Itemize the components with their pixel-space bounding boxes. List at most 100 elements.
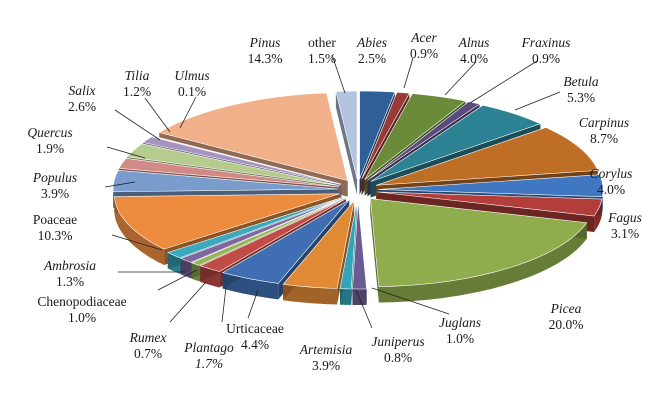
- slice-pinus: [158, 92, 349, 182]
- leader-line-juglans: [371, 287, 450, 315]
- slice-side-artemisia: [283, 284, 338, 305]
- leader-line-ulmus: [179, 96, 197, 129]
- label-value-rumex: 0.7%: [134, 346, 162, 361]
- leader-line-rumex: [169, 281, 207, 323]
- data-label-pinus: Pinus 14.3%: [248, 35, 283, 66]
- slice-quercus: [118, 157, 339, 188]
- label-name-rumex: Rumex: [129, 330, 167, 345]
- slice-urticaceae: [221, 199, 350, 284]
- leader-line-poaceae: [111, 234, 163, 251]
- label-value-poaceae: 10.3%: [38, 228, 73, 243]
- slice-acer: [361, 91, 410, 180]
- data-label-alnus: Alnus 4.0%: [458, 35, 490, 66]
- slice-ambrosia: [166, 196, 344, 259]
- label-name-juniperus: Juniperus: [371, 334, 424, 349]
- leader-line-other: [331, 54, 346, 94]
- slice-side-picea: [378, 222, 587, 303]
- label-name-betula: Betula: [563, 74, 598, 89]
- data-label-quercus: Quercus 1.9%: [27, 125, 72, 156]
- label-name-juglans: Juglans: [439, 315, 481, 330]
- data-label-chenopodiaceae: Chenopodiaceae 1.0%: [37, 294, 126, 325]
- slice-juniperus: [339, 200, 358, 290]
- label-value-populus: 3.9%: [41, 186, 69, 201]
- slice-wall-artemisia-0: [337, 200, 355, 305]
- leader-line-salix: [114, 109, 161, 141]
- label-name-picea: Picea: [550, 301, 582, 316]
- slice-side-juglans: [352, 288, 367, 305]
- leader-line-urticaceae: [247, 289, 259, 319]
- label-name-ulmus: Ulmus: [174, 68, 209, 83]
- leader-line-acer: [403, 57, 414, 89]
- label-value-chenopodiaceae: 1.0%: [68, 310, 96, 325]
- slice-labels: Abies 2.5%Acer 0.9%Alnus 4.0%Fraxinus 0.9%Be…: [27, 30, 642, 373]
- label-name-artemisia: Artemisia: [299, 342, 353, 357]
- data-label-tilia: Tilia 1.2%: [123, 68, 151, 99]
- label-value-tilia: 1.2%: [123, 84, 151, 99]
- label-value-acer: 0.9%: [410, 46, 438, 61]
- slice-salix: [126, 143, 340, 186]
- data-label-picea: Picea 20.0%: [549, 301, 584, 332]
- label-name-abies: Abies: [356, 35, 387, 50]
- slice-betula: [370, 104, 542, 182]
- label-name-alnus: Alnus: [458, 35, 490, 50]
- leader-line-alnus: [444, 61, 477, 96]
- label-name-acer: Acer: [410, 30, 437, 45]
- slice-abies: [359, 90, 396, 180]
- label-value-juglans: 1.0%: [446, 331, 474, 346]
- label-value-picea: 20.0%: [549, 317, 584, 332]
- label-value-other: 1.5%: [308, 51, 336, 66]
- data-label-artemisia: Artemisia 3.9%: [299, 342, 353, 373]
- label-value-fagus: 3.1%: [611, 226, 639, 241]
- leader-line-plantago: [221, 286, 227, 323]
- label-name-fraxinus: Fraxinus: [521, 35, 571, 50]
- slice-side-poaceae: [114, 196, 165, 266]
- leader-line-quercus: [106, 146, 146, 159]
- leader-line-betula: [514, 91, 561, 111]
- slice-carpinus: [376, 127, 599, 186]
- label-value-juniperus: 0.8%: [384, 350, 412, 365]
- label-value-pinus: 14.3%: [248, 51, 283, 66]
- leader-lines: [104, 54, 561, 329]
- label-name-fagus: Fagus: [607, 210, 642, 225]
- slice-tilia: [142, 136, 341, 185]
- leader-line-chenopodiaceae: [157, 269, 198, 291]
- data-label-juniperus: Juniperus 0.8%: [371, 334, 424, 365]
- label-value-salix: 2.6%: [68, 99, 96, 114]
- slice-alnus: [364, 93, 467, 180]
- label-name-plantago: Plantago: [183, 340, 234, 355]
- label-name-tilia: Tilia: [125, 68, 150, 83]
- label-value-ambrosia: 1.3%: [56, 274, 84, 289]
- label-name-chenopodiaceae: Chenopodiaceae: [37, 294, 126, 309]
- slice-juglans: [352, 200, 367, 290]
- data-label-corylus: Corylus 4.0%: [590, 166, 633, 197]
- slice-plantago: [199, 198, 347, 272]
- label-name-populus: Populus: [32, 170, 77, 185]
- data-label-betula: Betula 5.3%: [563, 74, 598, 105]
- data-label-juglans: Juglans 1.0%: [439, 315, 481, 346]
- data-label-salix: Salix 2.6%: [68, 83, 96, 114]
- slice-side-juniperus: [340, 288, 352, 305]
- label-name-urticaceae: Urticaceae: [226, 321, 284, 336]
- slice-rumex: [190, 197, 345, 266]
- label-value-carpinus: 8.7%: [590, 131, 618, 146]
- data-label-plantago: Plantago 1.7%: [183, 340, 234, 371]
- label-name-other: other: [308, 35, 336, 50]
- slice-wall-other-0: [335, 91, 358, 196]
- slice-picea: [370, 198, 588, 287]
- slice-fraxinus: [367, 101, 481, 181]
- slice-artemisia: [282, 199, 355, 289]
- slice-wall-picea-1: [370, 198, 379, 303]
- label-name-salix: Salix: [69, 83, 96, 98]
- label-name-poaceae: Poaceae: [33, 212, 77, 227]
- label-value-plantago: 1.7%: [195, 356, 223, 371]
- label-value-urticaceae: 4.4%: [241, 337, 269, 352]
- label-name-corylus: Corylus: [590, 166, 633, 181]
- label-value-alnus: 4.0%: [460, 51, 488, 66]
- slice-populus: [112, 169, 339, 193]
- data-label-fraxinus: Fraxinus 0.9%: [521, 35, 571, 66]
- data-label-other: other 1.5%: [308, 35, 336, 66]
- data-label-acer: Acer 0.9%: [410, 30, 438, 61]
- data-label-ulmus: Ulmus 0.1%: [174, 68, 209, 99]
- data-label-abies: Abies 2.5%: [356, 35, 387, 66]
